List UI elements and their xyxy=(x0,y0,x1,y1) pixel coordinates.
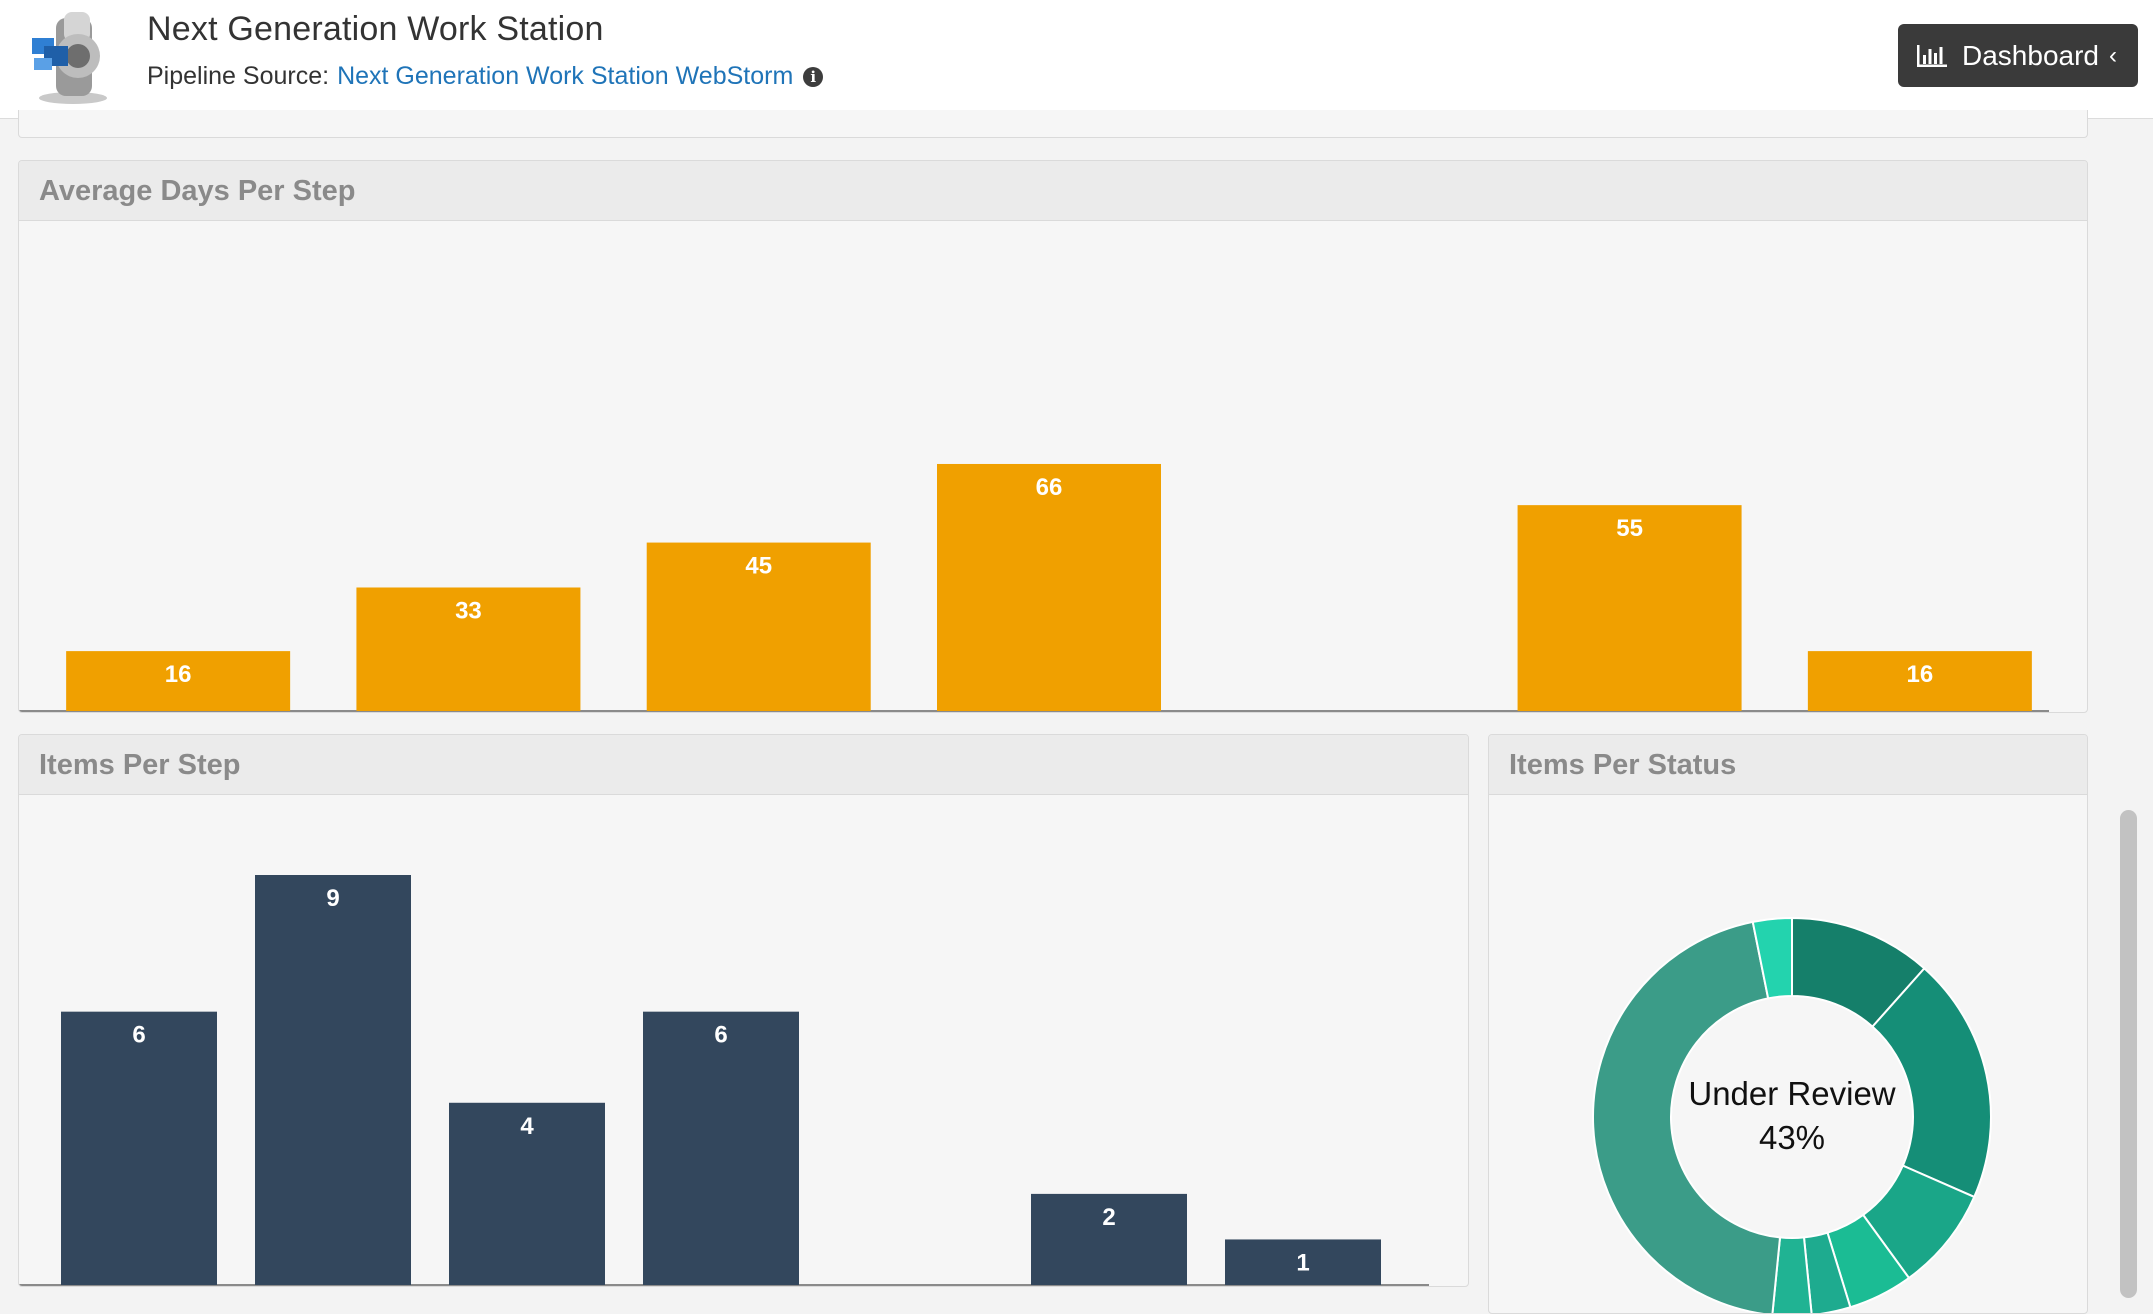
donut-slice[interactable] xyxy=(1751,916,1793,1000)
app-header: Next Generation Work Station Pipeline So… xyxy=(0,0,2153,119)
bar-implementation[interactable] xyxy=(1517,505,1742,711)
bar-development[interactable] xyxy=(449,1102,605,1285)
donut-center-label: Under Review xyxy=(1688,1075,1895,1112)
dashboard-button[interactable]: Dashboard ‹ xyxy=(1898,24,2138,87)
bar-ideate[interactable] xyxy=(61,1011,217,1285)
items-step-panel: Items Per Step 6Ideate9Short List4Develo… xyxy=(18,734,1469,1287)
bar-value-label: 33 xyxy=(455,597,482,624)
donut-slice[interactable] xyxy=(1592,920,1782,1313)
items-step-panel-title: Items Per Step xyxy=(19,735,1468,795)
bar-value-label: 9 xyxy=(326,885,339,912)
info-icon[interactable]: i xyxy=(803,66,824,87)
pipeline-source-link[interactable]: Next Generation Work Station WebStorm xyxy=(337,62,794,90)
bar-completed[interactable] xyxy=(1807,651,2032,711)
page-title: Next Generation Work Station xyxy=(147,10,604,48)
bar-scorecard[interactable] xyxy=(643,1011,799,1285)
pipeline-source-label: Pipeline Source: xyxy=(147,62,330,90)
avg-days-panel-title: Average Days Per Step xyxy=(19,161,2087,221)
bar-value-label: 6 xyxy=(132,1022,145,1049)
bar-value-label: 16 xyxy=(1907,661,1934,688)
scrollbar-thumb[interactable] xyxy=(2120,810,2137,1298)
avg-days-panel: Average Days Per Step 16Ideate33Short Li… xyxy=(18,160,2088,713)
dashboard-button-label: Dashboard xyxy=(1962,39,2099,71)
donut-center-value: 43% xyxy=(1759,1119,1825,1156)
bar-chart-icon xyxy=(1917,44,1947,67)
bar-development[interactable] xyxy=(646,542,871,711)
items-status-panel-title: Items Per Status xyxy=(1489,735,2087,795)
bar-value-label: 1 xyxy=(1296,1249,1309,1276)
bar-value-label: 16 xyxy=(165,661,192,688)
bar-value-label: 6 xyxy=(714,1022,727,1049)
items-step-chart: 6Ideate9Short List4Development6Scorecard… xyxy=(19,875,1429,1286)
bar-short-list[interactable] xyxy=(356,587,581,711)
bar-short-list[interactable] xyxy=(255,875,411,1285)
bar-value-label: 45 xyxy=(745,553,772,580)
items-status-panel: Items Per Status Under Review 43% xyxy=(1488,734,2088,1314)
bar-implementation[interactable] xyxy=(1031,1193,1187,1285)
bar-scorecard[interactable] xyxy=(937,463,1161,711)
items-status-chart: Under Review 43% xyxy=(1592,916,1992,1313)
donut-slice[interactable] xyxy=(1871,966,1992,1199)
bar-value-label: 66 xyxy=(1036,474,1063,501)
logo-icon xyxy=(32,12,107,104)
avg-days-chart: 16Ideate33Short List45Development66Score… xyxy=(19,463,2049,712)
bar-value-label: 4 xyxy=(520,1113,534,1140)
bar-value-label: 55 xyxy=(1616,515,1643,542)
bar-completed[interactable] xyxy=(1225,1239,1381,1285)
chevron-left-icon: ‹ xyxy=(2108,41,2117,69)
bar-value-label: 2 xyxy=(1102,1204,1115,1231)
pipeline-source: Pipeline Source: Next Generation Work St… xyxy=(147,62,824,91)
bar-ideate[interactable] xyxy=(66,651,291,711)
previous-panel-bottom xyxy=(18,110,2088,138)
